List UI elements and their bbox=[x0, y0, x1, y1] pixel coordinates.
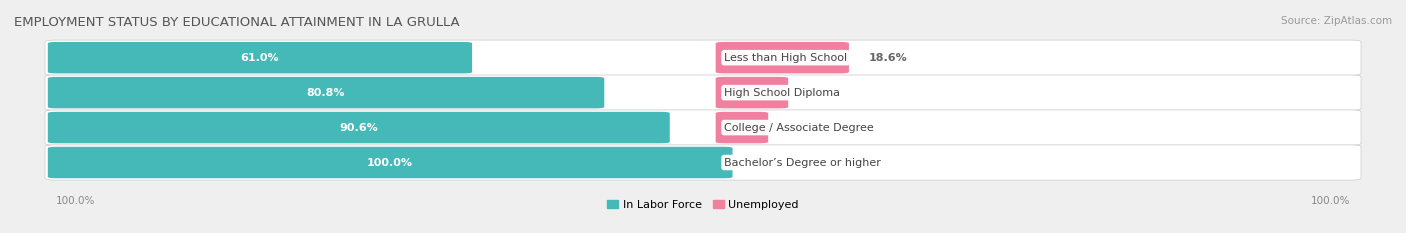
FancyBboxPatch shape bbox=[45, 110, 1361, 145]
Text: College / Associate Degree: College / Associate Degree bbox=[724, 123, 875, 133]
Text: Less than High School: Less than High School bbox=[724, 53, 848, 63]
FancyBboxPatch shape bbox=[716, 42, 849, 73]
FancyBboxPatch shape bbox=[48, 42, 472, 73]
Text: 100.0%: 100.0% bbox=[367, 158, 413, 168]
Text: 90.6%: 90.6% bbox=[339, 123, 378, 133]
Text: 61.0%: 61.0% bbox=[240, 53, 280, 63]
Text: High School Diploma: High School Diploma bbox=[724, 88, 841, 98]
Text: 0.0%: 0.0% bbox=[752, 158, 783, 168]
Text: Source: ZipAtlas.com: Source: ZipAtlas.com bbox=[1281, 16, 1392, 26]
FancyBboxPatch shape bbox=[716, 112, 768, 143]
Text: 5.7%: 5.7% bbox=[787, 123, 818, 133]
FancyBboxPatch shape bbox=[45, 40, 1361, 75]
FancyBboxPatch shape bbox=[48, 112, 669, 143]
FancyBboxPatch shape bbox=[45, 75, 1361, 110]
FancyBboxPatch shape bbox=[45, 145, 1361, 180]
Text: 100.0%: 100.0% bbox=[56, 196, 96, 206]
FancyBboxPatch shape bbox=[716, 77, 789, 108]
Text: EMPLOYMENT STATUS BY EDUCATIONAL ATTAINMENT IN LA GRULLA: EMPLOYMENT STATUS BY EDUCATIONAL ATTAINM… bbox=[14, 16, 460, 29]
Text: 80.8%: 80.8% bbox=[307, 88, 346, 98]
Text: 100.0%: 100.0% bbox=[1310, 196, 1350, 206]
Text: 18.6%: 18.6% bbox=[869, 53, 907, 63]
FancyBboxPatch shape bbox=[48, 147, 733, 178]
Text: Bachelor’s Degree or higher: Bachelor’s Degree or higher bbox=[724, 158, 882, 168]
Legend: In Labor Force, Unemployed: In Labor Force, Unemployed bbox=[607, 200, 799, 210]
Text: 8.9%: 8.9% bbox=[808, 88, 839, 98]
FancyBboxPatch shape bbox=[48, 77, 605, 108]
